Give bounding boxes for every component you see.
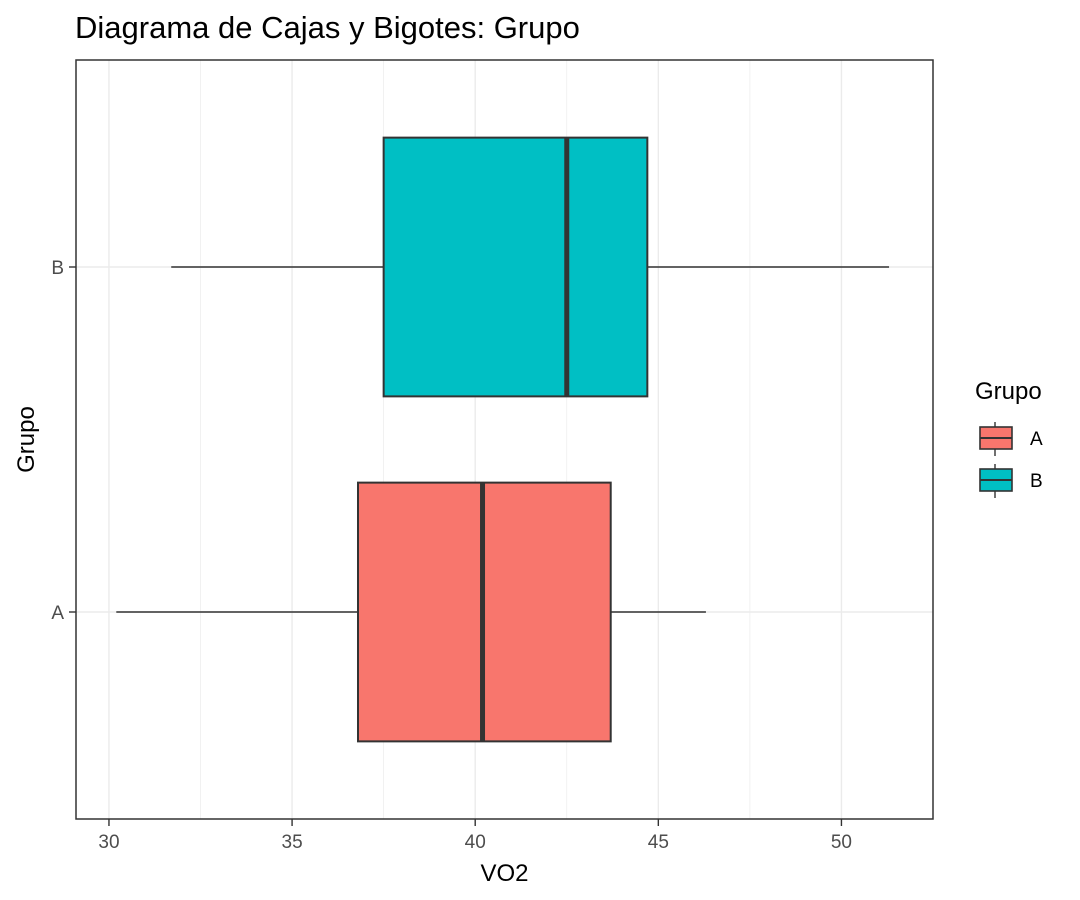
legend-label-B: B bbox=[1030, 471, 1043, 492]
x-tick-label: 40 bbox=[465, 832, 486, 853]
x-axis-title: VO2 bbox=[480, 860, 528, 887]
axis-layer: 30 35 40 45 50 A B bbox=[51, 258, 852, 853]
chart-title: Diagrama de Cajas y Bigotes: Grupo bbox=[75, 10, 580, 45]
legend-key-B bbox=[979, 464, 1013, 498]
legend-key-A bbox=[979, 422, 1013, 456]
y-tick-label: B bbox=[51, 258, 64, 279]
x-tick-label: 35 bbox=[282, 832, 303, 853]
x-tick-label: 45 bbox=[648, 832, 669, 853]
box-layer bbox=[116, 136, 890, 743]
box-A bbox=[116, 481, 706, 743]
iqr-box-B bbox=[382, 136, 649, 398]
x-tick-label: 50 bbox=[831, 832, 852, 853]
legend-title: Grupo bbox=[975, 378, 1042, 405]
y-tick-label: A bbox=[51, 603, 64, 624]
y-axis-title: Grupo bbox=[13, 406, 40, 473]
box-B bbox=[171, 136, 890, 398]
plot-border bbox=[75, 59, 934, 820]
legend: Grupo AB bbox=[975, 378, 1043, 498]
legend-label-A: A bbox=[1030, 429, 1043, 450]
x-tick-label: 30 bbox=[98, 832, 119, 853]
